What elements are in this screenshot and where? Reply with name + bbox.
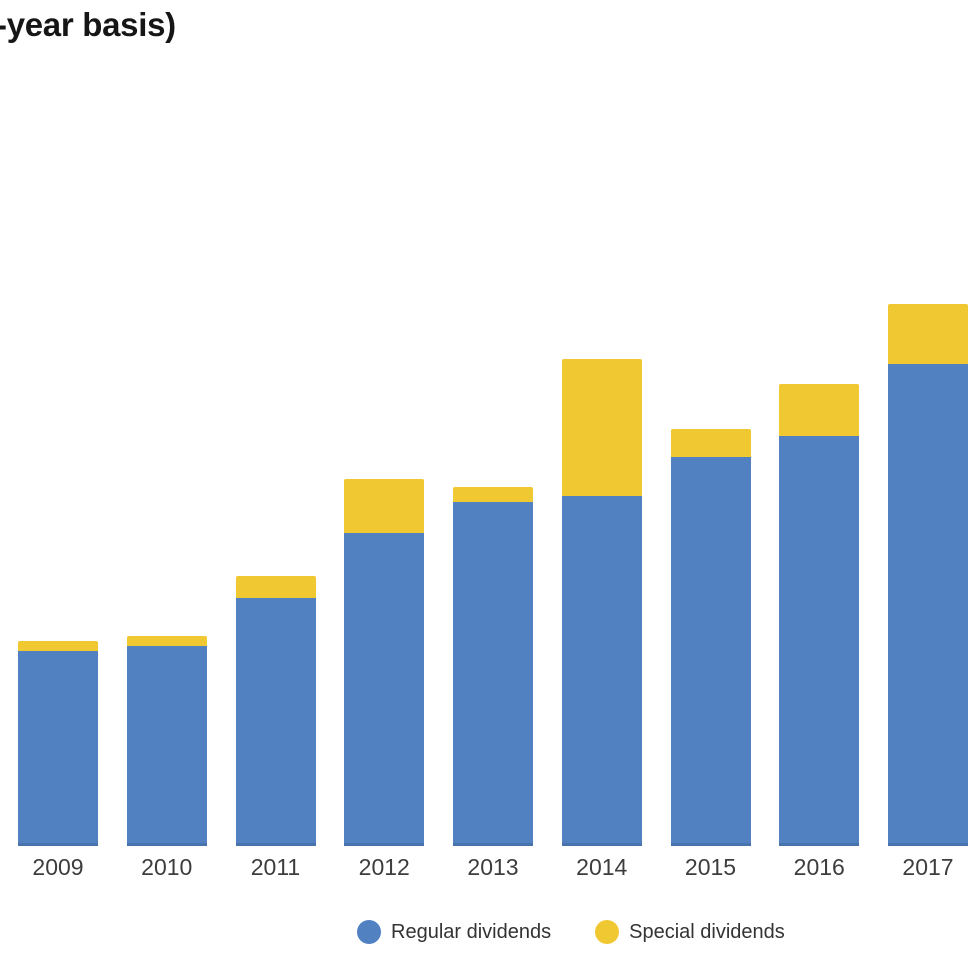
x-axis-label: 2015: [684, 854, 737, 880]
x-axis-label: 2009: [32, 854, 84, 880]
bar-segment-regular: [126, 646, 207, 846]
bar-segment-special: [670, 428, 751, 457]
bar-segment-special: [453, 486, 533, 502]
x-axis: 2009 2010 2011 2012 2013 2014 2015 2016 2017: [0, 854, 978, 884]
bar-group: [670, 428, 751, 846]
legend: Regular dividends Special dividends: [357, 920, 785, 944]
x-axis-label: 2010: [141, 854, 193, 880]
legend-dot-regular: [357, 920, 381, 944]
bar-segment-regular: [344, 533, 425, 846]
x-axis-label: 2012: [358, 854, 410, 880]
x-axis-label: 2014: [576, 854, 628, 880]
bar-segment-special: [235, 575, 316, 598]
bar-group: [18, 641, 98, 846]
bar-segment-special: [126, 636, 207, 647]
x-axis-label: 2011: [250, 854, 301, 880]
bar-segment-regular: [18, 650, 98, 846]
bar-segment-regular: [670, 456, 751, 846]
chart-title: -year basis): [0, 6, 176, 43]
bar-segment-regular: [453, 501, 533, 846]
x-axis-label: 2017: [902, 854, 954, 880]
bar-segment-special: [888, 304, 968, 365]
bar-segment-regular: [779, 436, 860, 846]
legend-item-regular: Regular dividends: [357, 920, 551, 944]
bar-group: [344, 479, 425, 846]
bar-group: [779, 384, 860, 846]
x-axis-label: 2016: [793, 854, 845, 880]
legend-label-regular: Regular dividends: [391, 920, 552, 943]
bar-segment-regular: [888, 364, 968, 846]
bar-group: [888, 304, 968, 846]
bar-segment-special: [779, 384, 860, 437]
legend-item-special: Special dividends: [595, 920, 785, 944]
legend-dot-special: [595, 920, 620, 944]
bar-group: [561, 358, 642, 846]
bar-group: [453, 486, 533, 846]
x-axis-label: 2013: [467, 854, 519, 880]
bar-group: [126, 636, 207, 846]
bar-segment-regular: [561, 495, 642, 846]
plot-area: [0, 304, 978, 846]
bar-segment-special: [344, 479, 425, 534]
bar-segment-special: [561, 358, 642, 496]
bar-segment-regular: [235, 597, 316, 846]
bar-group: [235, 575, 316, 846]
bar-segment-special: [18, 641, 98, 651]
legend-label-special: Special dividends: [629, 920, 785, 943]
